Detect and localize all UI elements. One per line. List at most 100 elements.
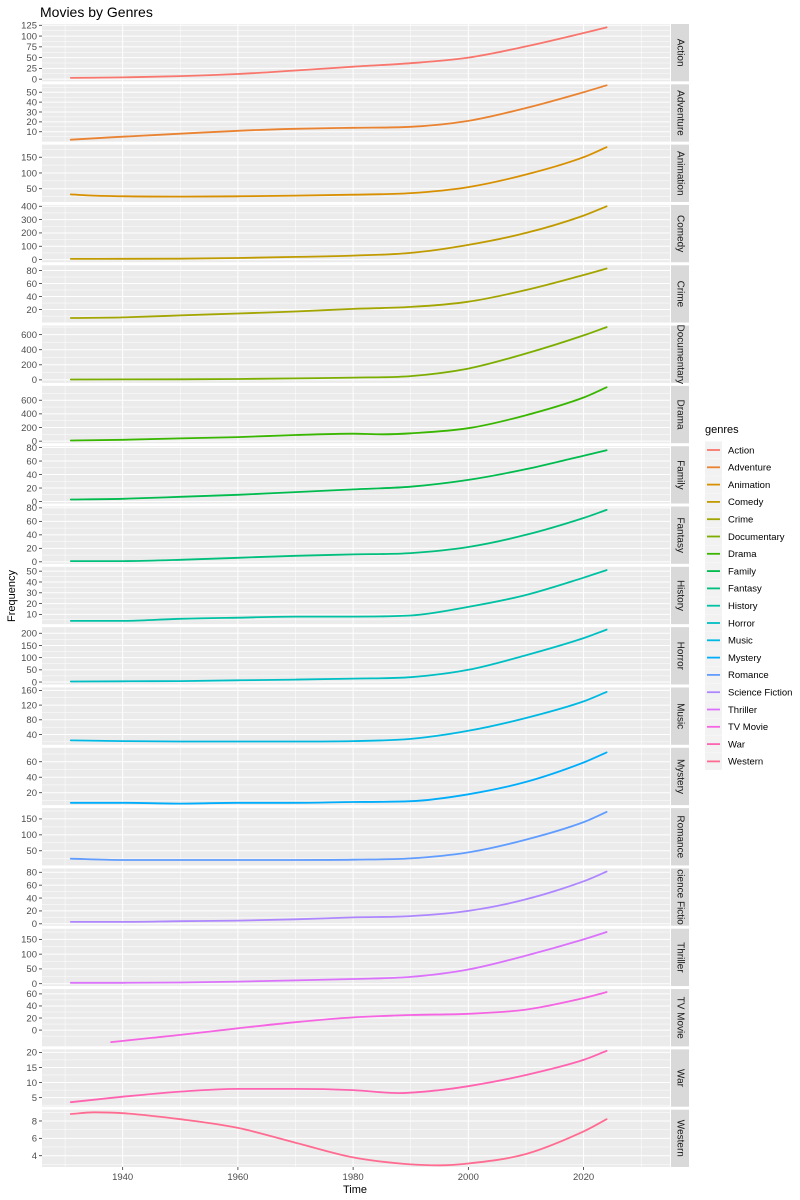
- y-tick-label: 60: [26, 517, 37, 528]
- legend-label: Comedy: [728, 497, 764, 508]
- y-tick-label: 400: [21, 202, 37, 213]
- x-tick-label: 1940: [112, 1172, 133, 1183]
- y-tick-label: 10: [26, 610, 37, 621]
- y-tick-label: 100: [21, 168, 37, 179]
- facet-strip: [671, 385, 689, 444]
- y-tick-label: 20: [26, 599, 37, 610]
- facet-western: 4 6 8 Western: [32, 1109, 689, 1167]
- facet-strip-label: Romance: [675, 815, 686, 858]
- facet-strip-label: Drama: [675, 400, 686, 430]
- legend-label: Horror: [728, 618, 755, 629]
- y-tick-label: 0: [32, 74, 37, 85]
- x-tick-label: 1980: [343, 1172, 364, 1183]
- legend-item-adventure: Adventure: [705, 458, 771, 476]
- y-tick-label: 75: [26, 42, 37, 53]
- y-tick-label: 4: [32, 1151, 37, 1162]
- facet-strip-label: Animation: [675, 151, 686, 195]
- panel-background: [42, 1049, 670, 1107]
- legend-label: Family: [728, 566, 756, 577]
- facet-strip-label: TV Movie: [675, 997, 686, 1040]
- y-tick-label: 20: [26, 483, 37, 494]
- panel-background: [42, 747, 670, 806]
- y-tick-label: 60: [26, 757, 37, 768]
- legend-label: TV Movie: [728, 722, 768, 733]
- y-tick-label: 120: [21, 700, 37, 711]
- y-tick-label: 8: [32, 1116, 37, 1127]
- y-tick-label: 400: [21, 409, 37, 420]
- y-tick-label: 40: [26, 1001, 37, 1012]
- facet-strip-label: War: [675, 1069, 686, 1088]
- y-tick-label: 60: [26, 880, 37, 891]
- facet-strip: [671, 446, 689, 504]
- facet-strip: [671, 747, 689, 806]
- facet-strip: [671, 265, 689, 323]
- y-tick-label: 40: [26, 292, 37, 303]
- legend-label: Action: [728, 445, 754, 456]
- series-line-horror: [69, 628, 608, 683]
- legend-label: Mystery: [728, 653, 762, 664]
- y-tick-label: 200: [21, 360, 37, 371]
- facet-strip: [671, 566, 689, 625]
- y-tick-label: 400: [21, 345, 37, 356]
- y-tick-label: 0: [32, 1025, 37, 1036]
- legend-item-animation: Animation: [705, 476, 770, 494]
- facet-comedy: 0 100 200 300 400 Comedy: [21, 202, 689, 266]
- y-tick-label: 200: [21, 228, 37, 239]
- series-line-western: [69, 1111, 608, 1167]
- facet-documentary: 0 200 400 600 Documentary: [21, 325, 689, 386]
- series-line-comedy: [69, 205, 608, 260]
- legend-title: genres: [705, 424, 739, 436]
- facet-strip-label: Documentary: [675, 325, 686, 384]
- legend-item-western: Western: [705, 752, 763, 770]
- y-tick-label: 50: [26, 566, 37, 577]
- facet-strip: [671, 84, 689, 142]
- y-tick-label: 50: [26, 53, 37, 64]
- y-tick-label: 125: [21, 21, 37, 32]
- panel-background: [42, 265, 670, 323]
- chart-title: Movies by Genres: [40, 4, 153, 20]
- legend-item-history: History: [705, 597, 758, 615]
- x-tick-label: 2020: [573, 1172, 594, 1183]
- y-tick-label: 0: [32, 677, 37, 688]
- series-line-thriller: [69, 931, 608, 984]
- legend-item-thriller: Thriller: [705, 701, 757, 718]
- series-line-adventure: [69, 84, 608, 141]
- y-tick-label: 50: [26, 184, 37, 195]
- y-tick-label: 100: [21, 31, 37, 42]
- y-axis-label: Frequency: [6, 570, 18, 622]
- y-tick-label: 20: [26, 117, 37, 128]
- legend-label: Fantasy: [728, 584, 762, 595]
- y-tick-label: 20: [26, 1048, 37, 1059]
- y-tick-label: 10: [26, 1078, 37, 1089]
- series-line-drama: [69, 386, 608, 442]
- legend-item-drama: Drama: [705, 545, 757, 563]
- panel-background: [42, 204, 670, 263]
- panel-background: [42, 566, 670, 625]
- facet-strip-label: Family: [675, 460, 686, 489]
- panel-background: [42, 627, 670, 685]
- facet-strip: [671, 24, 689, 82]
- y-tick-label: 100: [21, 653, 37, 664]
- y-tick-label: 80: [26, 715, 37, 726]
- y-tick-label: 40: [26, 893, 37, 904]
- legend-label: Crime: [728, 515, 753, 526]
- legend-item-science-fiction: Science Fiction: [705, 683, 792, 701]
- facet-strip: [671, 1109, 689, 1167]
- series-line-crime: [69, 267, 608, 319]
- y-tick-label: 60: [26, 279, 37, 290]
- legend-item-fantasy: Fantasy: [705, 579, 762, 597]
- y-tick-label: 5: [32, 1093, 37, 1104]
- y-tick-label: 600: [21, 330, 37, 341]
- series-line-fantasy: [69, 509, 608, 563]
- y-tick-label: 50: [26, 665, 37, 676]
- legend-label: Romance: [728, 670, 769, 681]
- x-tick-label: 1960: [227, 1172, 248, 1183]
- facet-strip-label: Western: [675, 1120, 686, 1157]
- facet-strip-label: Thriller: [675, 942, 686, 973]
- y-tick-label: 0: [32, 979, 37, 990]
- facet-strip: [671, 989, 689, 1047]
